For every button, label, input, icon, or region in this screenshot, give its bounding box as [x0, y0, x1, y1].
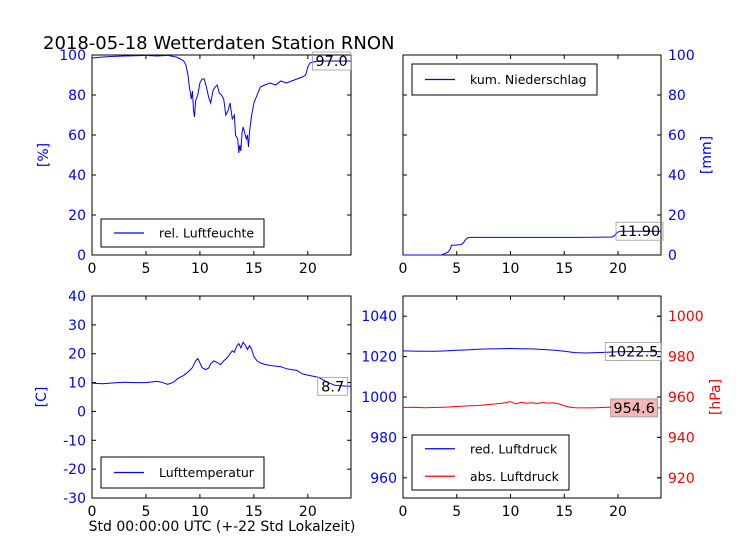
x-tick-label: 0: [399, 504, 408, 520]
plot-frame: [402, 54, 662, 256]
series-line-red-luftdruck: [402, 347, 661, 354]
y-tick-label: 60: [668, 128, 686, 144]
y-tick-label: 10: [68, 376, 86, 392]
legend-label: Lufttemperatur: [159, 465, 255, 480]
y-tick-label: 960: [370, 471, 397, 487]
y-axis-label: [mm]: [699, 136, 715, 174]
x-tick-label: 0: [399, 261, 408, 277]
x-tick-label: 5: [452, 261, 461, 277]
x-tick-label: 15: [245, 504, 263, 520]
y-tick-label: 0: [668, 248, 677, 264]
value-annotation: 1022.5: [608, 345, 659, 361]
y-tick-label: 40: [668, 168, 686, 184]
y-tick-label: 40: [68, 289, 86, 305]
value-annotation-box: [311, 51, 352, 71]
y-tick-label: 100: [668, 48, 695, 64]
y-tick-label: 0: [77, 404, 86, 420]
y-right-tick-label: 960: [668, 390, 695, 406]
value-annotation: 11.90: [619, 224, 661, 240]
series-line-abs-luftdruck: [402, 401, 661, 409]
x-tick-label: 0: [88, 504, 97, 520]
y-tick-label: -20: [63, 462, 86, 478]
y-tick-label: 20: [68, 208, 86, 224]
y-tick-label: 1000: [361, 390, 397, 406]
value-annotation: 97.0: [315, 54, 347, 70]
y-tick-label: 20: [668, 208, 686, 224]
x-tick-label: 15: [555, 261, 573, 277]
y-tick-label: 60: [68, 128, 86, 144]
legend-box: [411, 434, 570, 491]
y-tick-label: 20: [68, 347, 86, 363]
y-tick-label: 0: [77, 248, 86, 264]
x-tick-label: 10: [502, 261, 520, 277]
x-tick-label: 15: [555, 504, 573, 520]
legend-label: abs. Luftdruck: [470, 469, 560, 484]
legend-label: rel. Luftfeuchte: [159, 226, 254, 241]
value-annotation-box: [317, 376, 348, 396]
y-tick-label: -30: [63, 491, 86, 507]
y-tick-label: 1020: [361, 350, 397, 366]
x-tick-label: 5: [141, 504, 150, 520]
figure-title: 2018-05-18 Wetterdaten Station RNON: [43, 33, 394, 54]
x-tick-label: 20: [299, 261, 317, 277]
x-tick-label: 10: [502, 504, 520, 520]
y-tick-label: 30: [68, 318, 86, 334]
legend-label: kum. Niederschlag: [470, 72, 587, 87]
plot-frame: [91, 295, 352, 499]
plot-frame: [91, 54, 352, 256]
y-tick-label: 100: [59, 48, 86, 64]
y-right-tick-label: 1000: [668, 309, 704, 325]
x-tick-label: 5: [452, 504, 461, 520]
y-axis-label: [C]: [34, 387, 50, 408]
x-tick-label: 20: [609, 504, 627, 520]
x-tick-label: 5: [141, 261, 150, 277]
series-line-lufttemperatur: [91, 341, 352, 387]
x-tick-label: 10: [191, 504, 209, 520]
y-right-tick-label: 940: [668, 430, 695, 446]
y-tick-label: 40: [68, 168, 86, 184]
value-annotation-box: [604, 342, 662, 361]
series-line-kum-niederschlag: [403, 230, 661, 256]
x-tick-label: 20: [299, 504, 317, 520]
y-axis-label: [%]: [36, 143, 52, 167]
value-annotation: 954.6: [613, 401, 655, 417]
chart-panel-pressure: 0 5 10 15 20 960 980 1000 1020 1040 920 940 960 980 10…: [361, 295, 724, 520]
y-tick-label: 980: [370, 430, 397, 446]
y-right-tick-label: 980: [668, 350, 695, 366]
y-tick-label: 80: [668, 88, 686, 104]
y-right-tick-label: 920: [668, 471, 695, 487]
chart-panel-temperature: 0 5 10 15 20 -30 -20 -10 0 10 20 30 40 [C] 8.7 Lufttemp…: [34, 289, 352, 520]
legend-label: red. Luftdruck: [470, 441, 558, 456]
y-axis-label: [hPa]: [708, 379, 724, 415]
chart-panel-precipitation: 0 5 10 15 20 0 20 40 60 80 100 [mm] 11.90 kum. Nieder…: [399, 48, 715, 277]
y-tick-label: -10: [63, 433, 86, 449]
figure-x-axis-label: Std 00:00:00 UTC (+-22 Std Lokalzeit): [89, 519, 356, 535]
x-tick-label: 10: [191, 261, 209, 277]
y-tick-label: 80: [68, 88, 86, 104]
x-tick-label: 0: [88, 261, 97, 277]
value-annotation: 8.7: [321, 379, 344, 395]
chart-panel-humidity: 0 5 10 15 20 0 20 40 60 80 100 [%] 97.0 rel. Luftfeuc…: [36, 48, 352, 277]
value-annotation-box: [615, 221, 664, 241]
series-line-rel-luftfeuchte: [91, 54, 351, 154]
x-tick-label: 20: [609, 261, 627, 277]
y-tick-label: 1040: [361, 309, 397, 325]
x-tick-label: 15: [245, 261, 263, 277]
value-annotation-box: [610, 398, 659, 418]
